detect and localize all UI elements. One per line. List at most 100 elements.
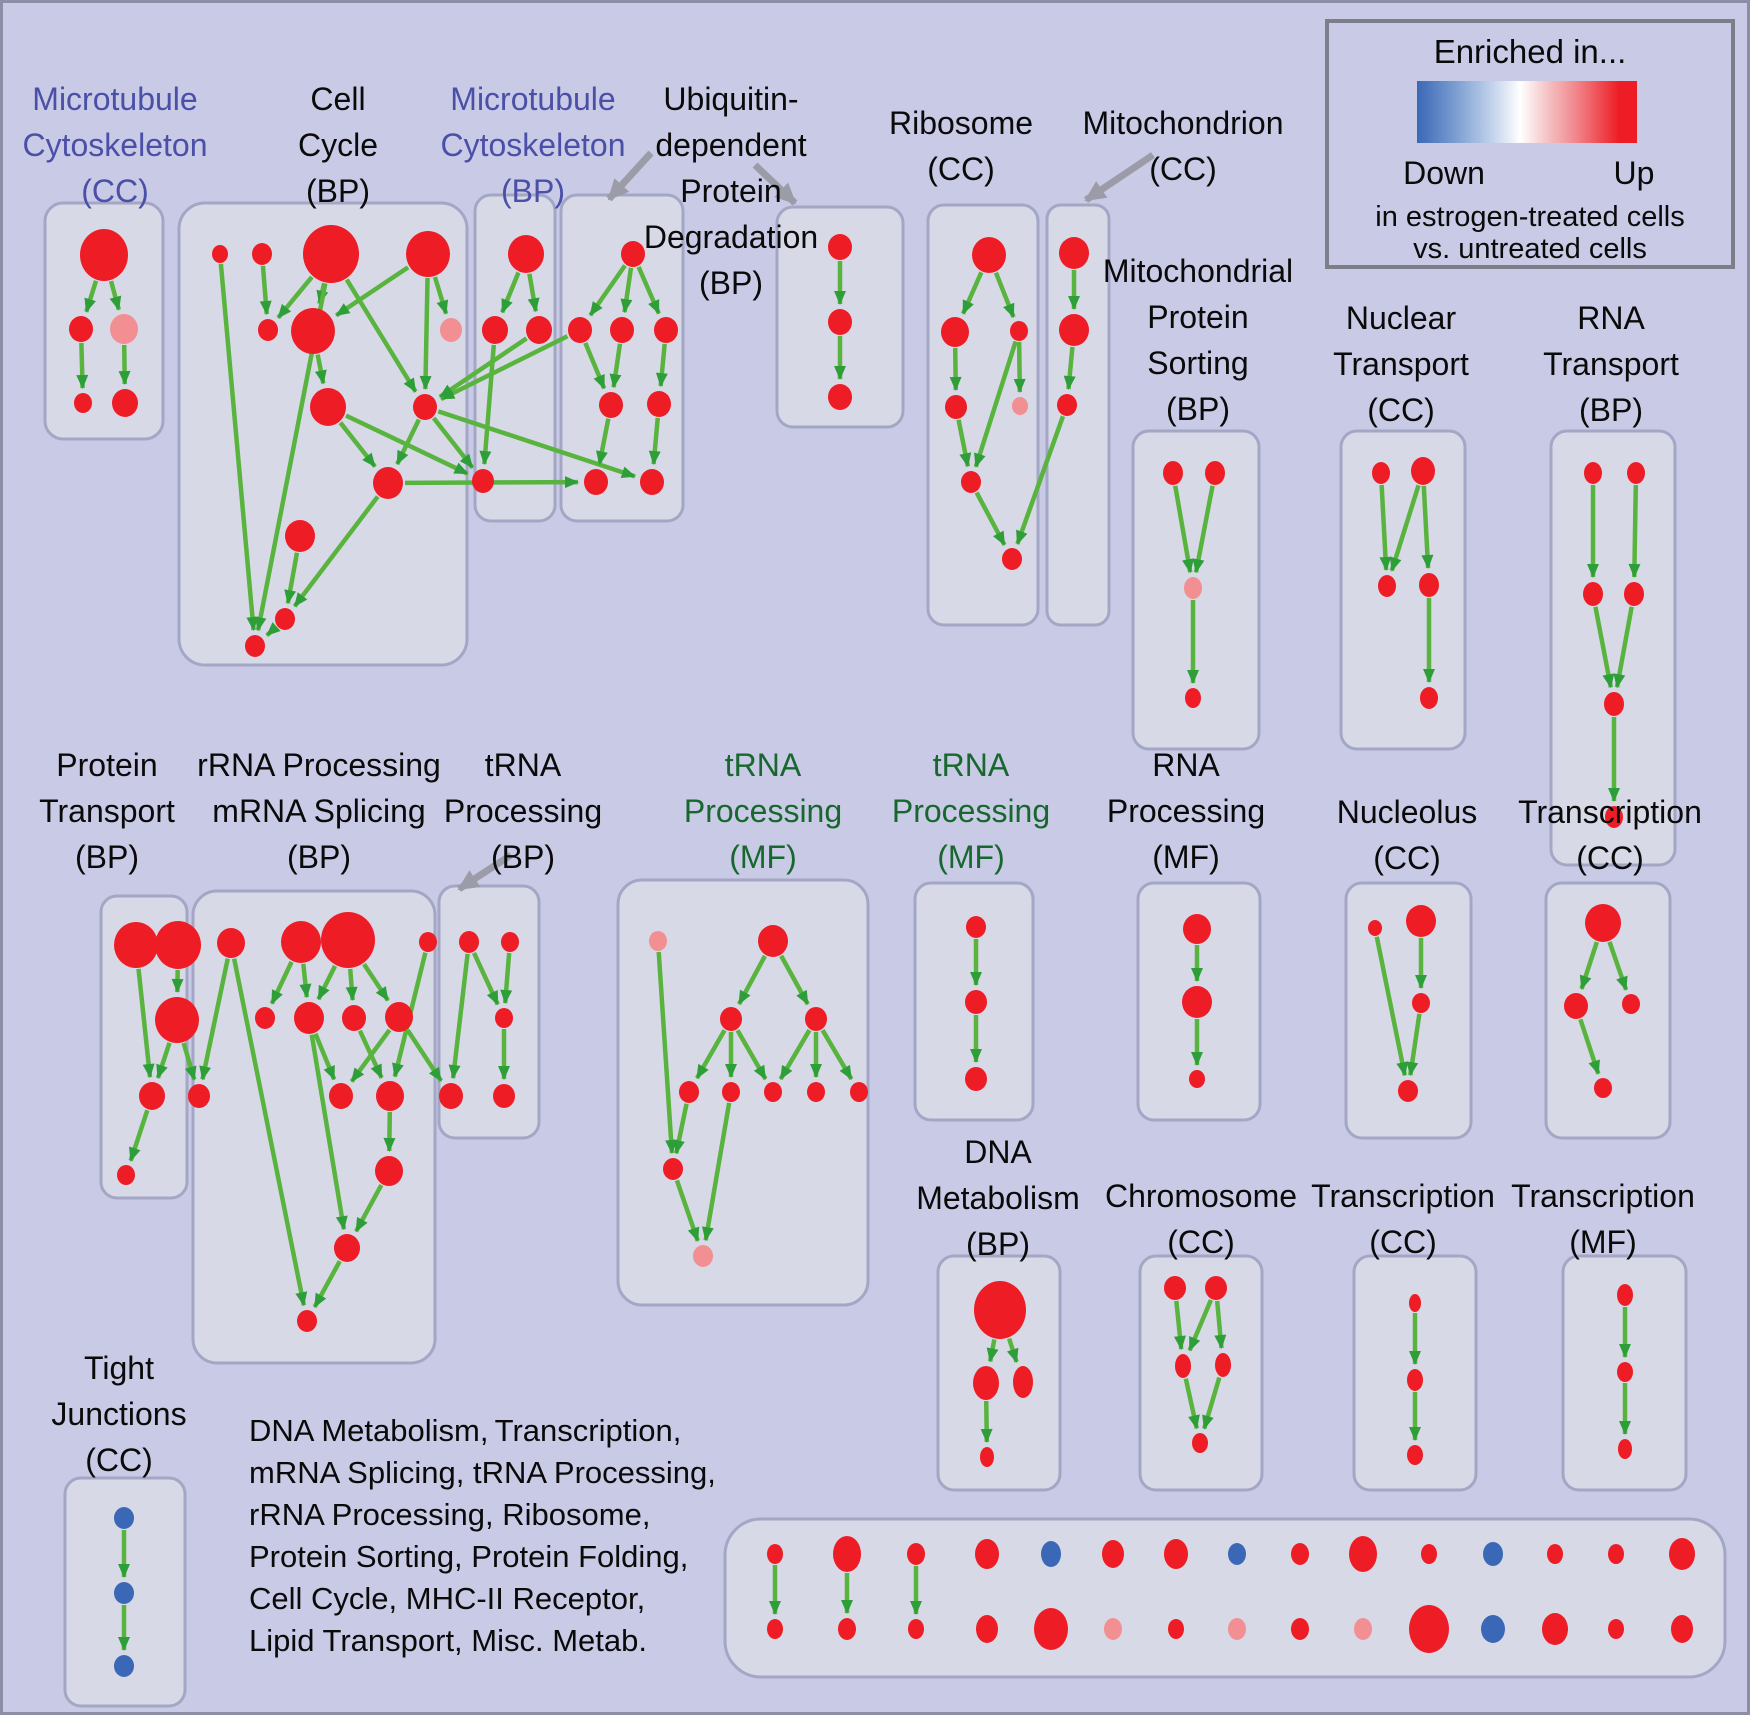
- go-term-node-b13: [245, 635, 265, 657]
- edge-b9-b10: [395, 418, 421, 466]
- edge-p1-p4: [136, 968, 155, 1079]
- edge-w2-w4: [1578, 1018, 1601, 1075]
- go-term-node-g2: [1059, 314, 1089, 346]
- edge-f1-f3: [993, 271, 1016, 318]
- go-term-node-r2: [281, 921, 321, 963]
- go-term-node-m2: [758, 925, 788, 957]
- go-term-node-wb10: [1409, 1605, 1449, 1653]
- go-term-node-q2: [965, 990, 987, 1014]
- go-term-node-g3: [1057, 394, 1077, 416]
- go-term-node-wb3: [976, 1615, 998, 1643]
- edge-d4-d6: [655, 343, 668, 388]
- cluster-label-nuclear-transport-cc: Nuclear Transport (CC): [1333, 300, 1469, 428]
- label-pointer-arrow-3: [457, 852, 513, 892]
- go-term-node-c3: [526, 316, 552, 344]
- edge-m6-m11: [701, 1102, 732, 1242]
- cluster-label-nucleolus-cc: Nucleolus (CC): [1336, 794, 1478, 876]
- cluster-label-transcription-mf: Transcription (MF): [1511, 1178, 1695, 1260]
- legend: Enriched in... Down Up in estrogen-treat…: [1325, 19, 1735, 269]
- edge-v3-v4: [1406, 1013, 1422, 1077]
- cluster-label-transcription-cc-row2: Transcription (CC): [1518, 794, 1702, 876]
- go-term-node-e3: [828, 384, 852, 410]
- legend-up-label: Up: [1613, 155, 1655, 191]
- go-term-node-p4: [139, 1082, 165, 1110]
- edge-d5-d7: [596, 418, 611, 466]
- legend-down-label: Down: [1403, 155, 1485, 191]
- go-term-node-ch5: [1192, 1433, 1208, 1453]
- cluster-box-rrna-processing-mrna-splicing-bp: [191, 889, 437, 1365]
- cluster-label-mitochondrial-protein-sorting-bp: Mitochondrial Protein Sorting (BP): [1102, 253, 1294, 427]
- go-term-node-wb0: [767, 1619, 783, 1639]
- cluster-label-rna-transport-bp: RNA Transport (BP): [1543, 300, 1679, 428]
- edge-ch1-ch3: [1173, 1300, 1186, 1351]
- go-term-node-r10: [376, 1081, 404, 1111]
- edge-m2-m4: [779, 954, 810, 1006]
- go-term-node-wb5: [1104, 1618, 1122, 1640]
- go-term-node-d6: [647, 391, 671, 417]
- go-term-node-w4: [1594, 1078, 1612, 1098]
- go-term-node-h3: [1184, 577, 1202, 599]
- go-term-node-wb13: [1608, 1619, 1624, 1639]
- edge-r6-r12: [309, 1034, 348, 1231]
- cluster-label-trna-processing-mf-1: tRNA Processing (MF): [683, 747, 843, 875]
- edge-m4-m9: [820, 1029, 854, 1081]
- go-term-node-wb11: [1481, 1615, 1505, 1643]
- go-term-node-u1: [1183, 914, 1211, 944]
- edge-h2-h3: [1192, 485, 1215, 574]
- edge-b9-d8: [437, 409, 636, 479]
- go-term-node-wb9: [1354, 1618, 1372, 1640]
- edge-m3-m7: [735, 1029, 768, 1081]
- edge-d1-d2: [588, 264, 627, 317]
- cluster-box-rna-transport-bp: [1549, 429, 1677, 867]
- go-term-node-r4: [419, 932, 437, 952]
- edge-f3-f5: [1013, 341, 1026, 394]
- edge-g2-g3: [1063, 346, 1076, 391]
- go-term-node-wt3: [975, 1539, 999, 1569]
- go-term-node-m11: [693, 1245, 713, 1267]
- go-term-node-t4: [439, 1083, 463, 1109]
- edge-b8-b10: [338, 421, 377, 468]
- go-term-node-wb4: [1034, 1608, 1068, 1650]
- go-term-node-e2: [828, 309, 852, 335]
- edge-nt2-nt3: [1389, 484, 1421, 572]
- cluster-box-transcription-cc-row2: [1544, 881, 1672, 1140]
- go-term-node-b2: [252, 243, 272, 265]
- cluster-box-chromosome-cc: [1138, 1254, 1264, 1492]
- go-term-node-wt1: [833, 1536, 861, 1572]
- edge-b4-b9: [419, 277, 432, 391]
- edge-rt4-rt5: [1613, 606, 1634, 689]
- edge-r8-t4: [405, 1029, 443, 1083]
- go-term-node-tj2: [114, 1582, 134, 1604]
- edge-m4-m7: [778, 1029, 812, 1081]
- go-term-node-m4: [805, 1007, 827, 1031]
- go-term-node-rt6: [1605, 806, 1623, 828]
- go-term-node-r7: [342, 1005, 366, 1031]
- go-term-node-r12: [334, 1234, 360, 1262]
- edge-c3-b9: [438, 336, 528, 399]
- go-term-node-y1: [1617, 1284, 1633, 1306]
- go-term-node-wt11: [1483, 1542, 1503, 1566]
- cluster-box-dna-metabolism-bp: [936, 1254, 1062, 1492]
- cluster-label-trna-processing-mf-2: tRNA Processing (MF): [891, 747, 1051, 875]
- cluster-label-cell-cycle-bp: Cell Cycle (BP): [297, 81, 379, 209]
- edge-p4-p5: [128, 1109, 150, 1162]
- edge-r3-r8: [362, 962, 390, 1002]
- go-term-node-wb12: [1542, 1613, 1568, 1645]
- edge-c1-c3: [527, 273, 540, 313]
- go-term-node-wt14: [1669, 1538, 1695, 1570]
- cluster-box-nuclear-transport-cc: [1339, 429, 1467, 751]
- go-term-node-f1: [972, 237, 1006, 273]
- annotation-misc-cluster-list: DNA Metabolism, Transcription, mRNA Spli…: [249, 1413, 716, 1658]
- go-term-node-q1: [966, 916, 986, 938]
- edge-v1-v4: [1374, 936, 1409, 1077]
- go-term-node-b10: [373, 467, 403, 499]
- edge-r1-r13: [231, 958, 308, 1307]
- edge-t1-t3: [471, 951, 500, 1006]
- go-term-node-rt3: [1583, 582, 1603, 606]
- go-term-node-h1: [1163, 461, 1183, 485]
- go-term-node-f5: [1012, 397, 1028, 415]
- edge-f6-f7: [974, 491, 1007, 546]
- go-term-node-wt4: [1041, 1541, 1061, 1567]
- cluster-label-protein-transport-bp: Protein Transport (BP): [39, 747, 175, 875]
- go-term-node-p3: [155, 997, 199, 1043]
